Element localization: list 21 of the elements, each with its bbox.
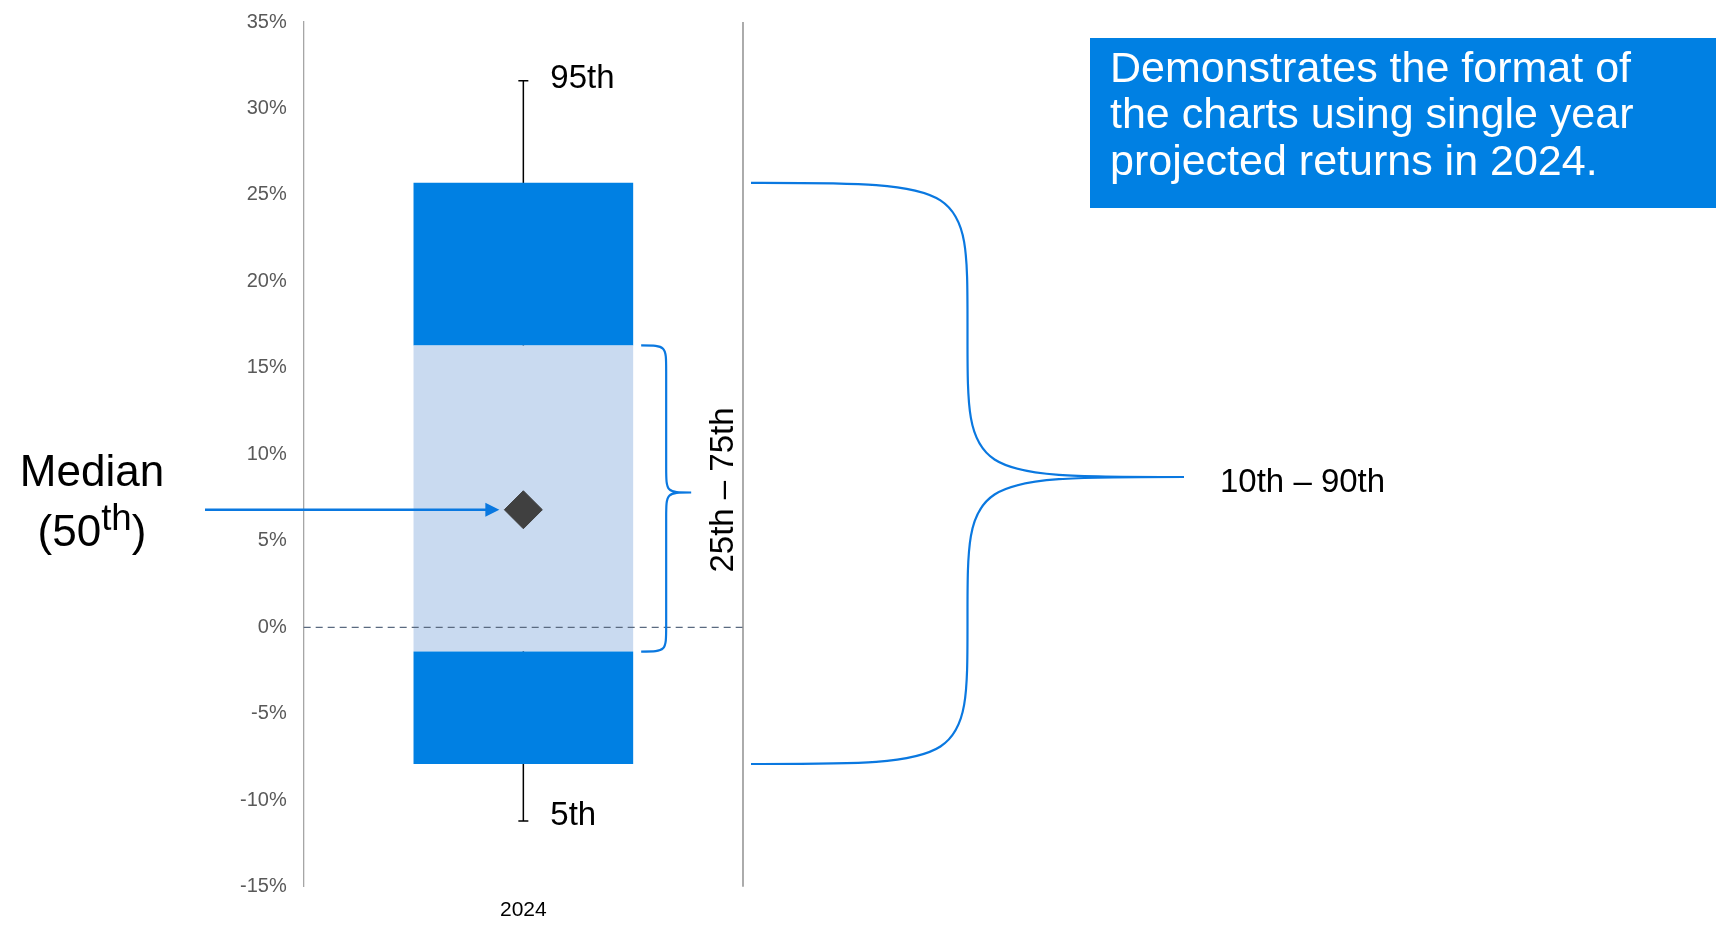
annotation: 95th [550,58,615,96]
y-tick-label: 35% [246,9,287,32]
annotation: 25th – 75th [703,407,741,573]
y-tick-label: 15% [246,355,287,378]
y-tick-label: 20% [246,268,287,291]
y-tick-label: 25% [246,182,287,205]
y-tick-label: 5% [257,528,287,551]
text: Demonstrates the format of the charts using single year projected returns in 2024. [1090,38,1716,208]
y-tick-label: -10% [239,787,287,810]
annotation: 5th [550,795,597,833]
y-tick-label: -15% [239,874,287,897]
text: Median (50$^{th}$) [18,446,166,556]
y-tick-label: -5% [251,701,287,724]
bar [413,182,634,346]
y-tick-label: 0% [257,614,287,637]
text: 10th – 90th [1220,462,1386,500]
x-tick-label: 2024 [499,897,548,921]
bar [413,651,634,764]
y-tick-label: 30% [246,96,287,118]
y-tick-label: 10% [246,441,287,464]
bar [413,345,634,652]
